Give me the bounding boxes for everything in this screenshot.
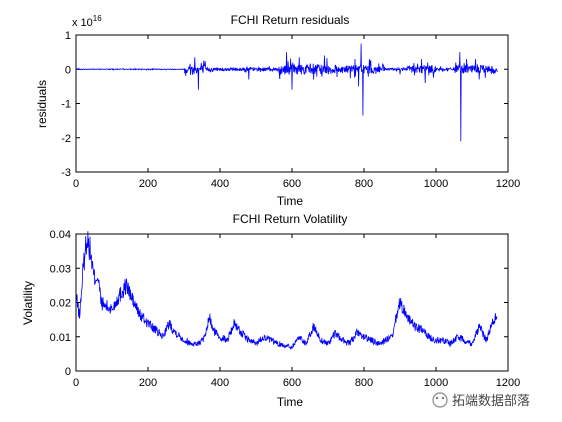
- residuals-y-exponent-base: x 10: [72, 17, 93, 29]
- volatility-axis-ticks: 0 200 400 600 800 1000 1200 0 0.01 0.02 0.03 0.04: [50, 229, 521, 389]
- x-tick-label: 1000: [424, 377, 448, 389]
- y-tick-label: 0: [65, 366, 71, 378]
- volatility-x-axis-label: Time: [277, 395, 304, 409]
- volatility-y-axis-label: Volatility: [21, 281, 35, 325]
- residuals-title: FCHI Return residuals: [231, 13, 350, 27]
- x-tick-label: 200: [139, 178, 157, 190]
- x-tick-label: 1000: [424, 178, 448, 190]
- residuals-y-axis-label: residuals: [35, 80, 49, 128]
- x-tick-label: 200: [139, 377, 157, 389]
- y-tick-label: -2: [61, 133, 71, 145]
- y-tick-label: -3: [61, 167, 71, 179]
- residuals-series-line: [76, 43, 498, 142]
- x-tick-label: 1200: [496, 178, 520, 190]
- residuals-axis-ticks: 0 200 400 600 800 1000 1200 -3 -2 -1 0 1: [61, 30, 520, 190]
- x-tick-label: 600: [283, 178, 301, 190]
- x-tick-label: 1200: [496, 377, 520, 389]
- x-tick-label: 0: [73, 377, 79, 389]
- residuals-y-exponent-power: 16: [93, 14, 102, 23]
- y-tick-label: 0.01: [50, 332, 71, 344]
- y-tick-label: 0.03: [50, 263, 71, 275]
- watermark-logo-icon: [432, 392, 448, 408]
- y-tick-label: 0.02: [50, 298, 71, 310]
- y-tick-label: 0.04: [50, 229, 71, 241]
- x-tick-label: 800: [355, 377, 373, 389]
- volatility-title: FCHI Return Volatility: [233, 212, 348, 226]
- volatility-plot: FCHI Return Volatility Volatility Time 0…: [21, 212, 520, 409]
- residuals-x-axis-label: Time: [277, 194, 304, 208]
- watermark: 拓端数据部落: [432, 392, 530, 409]
- x-tick-label: 400: [211, 178, 229, 190]
- volatility-series-line: [75, 231, 498, 350]
- watermark-logo-dot-icon: [435, 396, 439, 400]
- residuals-axes-box: [75, 34, 509, 173]
- y-tick-label: -1: [61, 99, 71, 111]
- volatility-axes-box: [75, 233, 509, 372]
- y-tick-label: 0: [65, 64, 71, 76]
- residuals-plot: FCHI Return residuals x 1016 residuals T…: [35, 13, 520, 208]
- residuals-y-exponent: x 1016: [72, 14, 102, 29]
- x-tick-label: 800: [355, 178, 373, 190]
- watermark-text: 拓端数据部落: [452, 394, 530, 409]
- x-tick-label: 600: [283, 377, 301, 389]
- watermark-logo-dot2-icon: [441, 396, 445, 400]
- x-tick-label: 0: [73, 178, 79, 190]
- y-tick-label: 1: [65, 30, 71, 42]
- x-tick-label: 400: [211, 377, 229, 389]
